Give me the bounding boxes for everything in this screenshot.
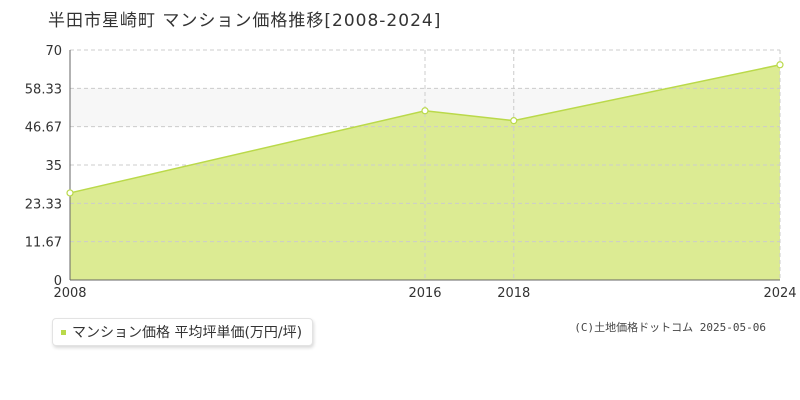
data-point — [66, 189, 74, 197]
y-tick-label: 46.67 — [25, 121, 62, 136]
chart-title: 半田市星崎町 マンション価格推移[2008-2024] — [48, 11, 442, 31]
y-tick-label: 0 — [54, 274, 62, 289]
data-point — [776, 61, 784, 69]
y-tick-label: 35 — [45, 159, 62, 174]
legend-label: マンション価格 平均坪単価(万円/坪) — [72, 325, 303, 341]
x-tick-label: 2016 — [408, 286, 441, 301]
legend: マンション価格 平均坪単価(万円/坪) — [52, 318, 314, 346]
x-tick-label: 2008 — [53, 286, 86, 301]
y-tick-label: 70 — [45, 44, 62, 59]
data-point — [510, 117, 518, 125]
data-point — [421, 107, 429, 115]
x-tick-label: 2024 — [763, 286, 796, 301]
y-tick-label: 23.33 — [25, 197, 62, 212]
y-tick-label: 11.67 — [25, 236, 62, 251]
series-line — [69, 64, 781, 194]
x-tick-label: 2018 — [497, 286, 530, 301]
copyright-text: (C)土地価格ドットコム 2025-05-06 — [574, 321, 766, 334]
legend-marker — [61, 329, 66, 335]
y-tick-label: 58.33 — [25, 82, 62, 97]
